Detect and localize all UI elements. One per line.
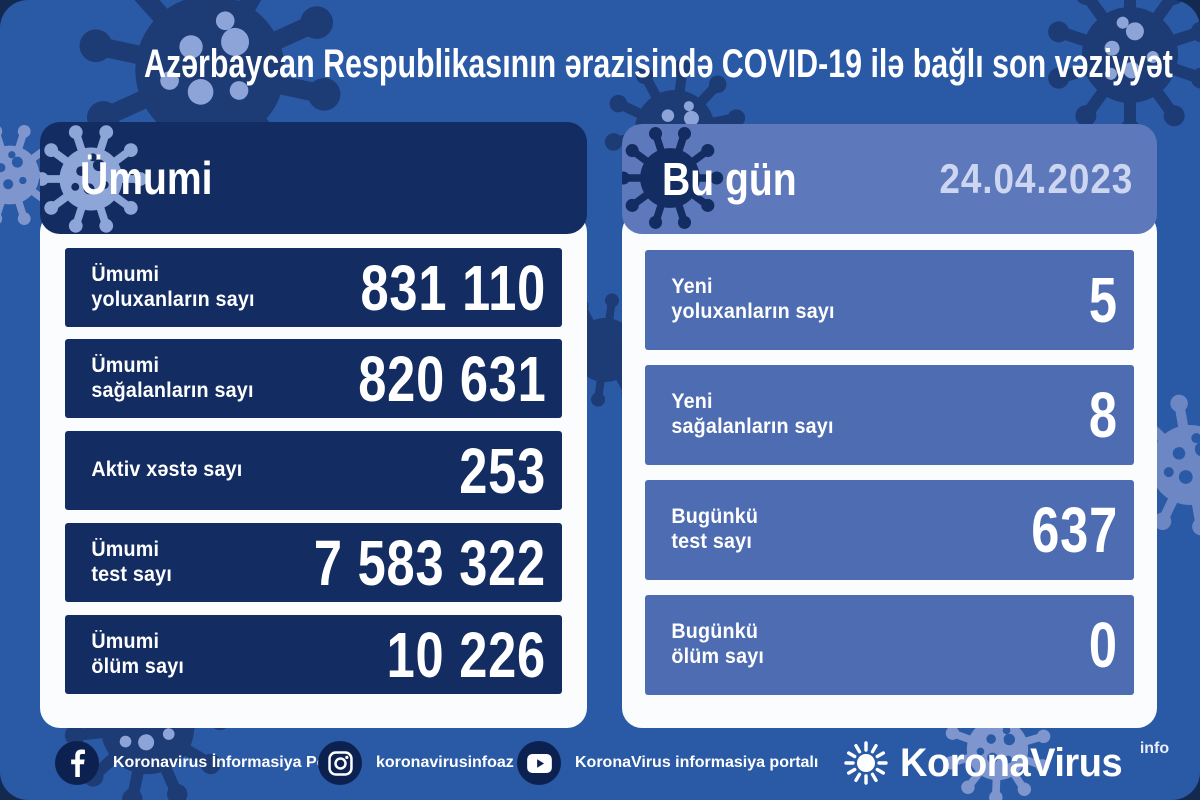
stat-row-total-tests: Ümumi test sayı 7 583 322 [65, 523, 562, 602]
brand-suffix: info [1139, 740, 1170, 757]
stat-label: Ümumi ölüm sayı [91, 629, 185, 678]
stat-row-total-deaths: Ümumi ölüm sayı 10 226 [65, 615, 562, 694]
stat-row-today-deaths: Bugünkü ölüm sayı 0 [645, 595, 1134, 695]
stat-row-active-cases: Aktiv xəstə sayı 253 [65, 431, 562, 510]
stat-value: 831 110 [360, 251, 547, 324]
stat-value: 7 583 322 [314, 526, 547, 599]
stat-value: 5 [1089, 264, 1119, 336]
footer: Koronavirus İnformasiya Portalı koronavi… [0, 737, 1200, 797]
youtube-icon [517, 741, 561, 785]
stat-value: 820 631 [357, 342, 547, 415]
stat-row-new-infected: Yeni yoluxanların sayı 5 [645, 250, 1134, 350]
totals-header-label: Ümumi [80, 152, 213, 204]
sun-virus-icon [844, 741, 888, 785]
stat-label: Yeni sağalanların sayı [671, 390, 834, 438]
totals-panel-header: Ümumi [40, 122, 587, 234]
stat-label: Aktiv xəstə sayı [91, 458, 243, 482]
page-title: Azərbaycan Respublikasının ərazisində CO… [144, 42, 1173, 86]
stat-value: 637 [1031, 494, 1119, 566]
report-date: 24.04.2023 [939, 155, 1133, 202]
stat-row-total-infected: Ümumi yoluxanların sayı 831 110 [65, 248, 562, 327]
youtube-link[interactable]: KoronaVirus informasiya portalı [517, 741, 818, 785]
stat-value: 8 [1089, 379, 1119, 451]
facebook-link[interactable]: Koronavirus İnformasiya Portalı [55, 741, 356, 785]
stat-label: Bugünkü ölüm sayı [671, 620, 765, 668]
stat-row-total-recovered: Ümumi sağalanların sayı 820 631 [65, 339, 562, 418]
stat-value: 253 [459, 434, 547, 507]
stat-row-new-recovered: Yeni sağalanların sayı 8 [645, 365, 1134, 465]
facebook-icon [55, 741, 99, 785]
brand-name: KoronaVirus [900, 740, 1123, 785]
stat-label: Ümumi sağalanların sayı [91, 353, 254, 402]
instagram-link[interactable]: koronavirusinfoaz [318, 741, 514, 785]
today-panel-header: Bu gün 24.04.2023 [622, 124, 1157, 234]
today-header-label: Bu gün [662, 153, 797, 205]
youtube-label: KoronaVirus informasiya portalı [575, 754, 819, 771]
instagram-label: koronavirusinfoaz [376, 754, 514, 771]
stat-value: 10 226 [386, 618, 547, 691]
stat-label: Bugünkü test sayı [671, 505, 759, 553]
stat-label: Ümumi yoluxanların sayı [91, 262, 255, 311]
stat-value: 0 [1089, 609, 1119, 681]
facebook-label: Koronavirus İnformasiya Portalı [113, 754, 356, 771]
stat-label: Yeni yoluxanların sayı [671, 275, 835, 323]
stat-row-today-tests: Bugünkü test sayı 637 [645, 480, 1134, 580]
instagram-icon [318, 741, 362, 785]
koronavirus-logo: KoronaVirus info [840, 737, 1171, 789]
stat-label: Ümumi test sayı [91, 537, 173, 586]
